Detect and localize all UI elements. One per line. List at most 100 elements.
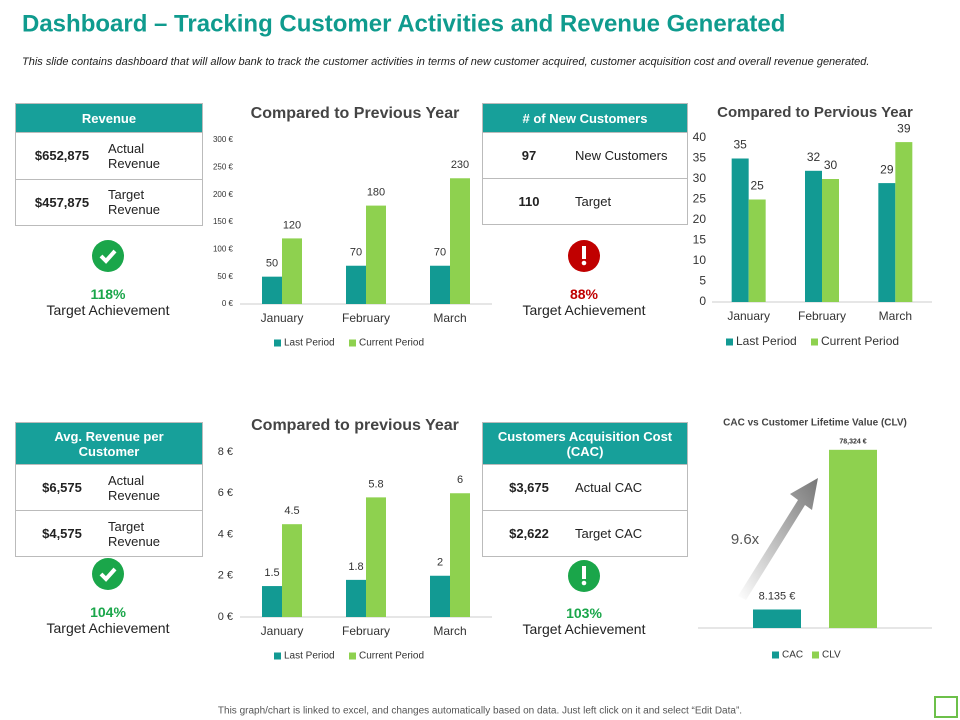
subtitle: This slide contains dashboard that will …: [22, 56, 870, 68]
y-tick-label: 150 €: [213, 217, 234, 226]
y-tick-label: 20: [693, 212, 707, 226]
data-label: 5.8: [368, 478, 383, 490]
data-label: 230: [451, 159, 469, 171]
data-label: 25: [750, 179, 764, 193]
kpi-value: 88%: [569, 286, 599, 302]
exclaim-bar: [582, 246, 586, 259]
data-label: 4.5: [284, 505, 299, 517]
legend-swatch: [274, 652, 281, 660]
legend-swatch: [349, 339, 356, 347]
y-tick-label: 0 €: [222, 299, 234, 308]
data-label: 32: [807, 150, 821, 164]
cell-label: Target CAC: [575, 526, 643, 541]
bar: [366, 205, 386, 304]
x-tick-label: February: [342, 624, 390, 638]
cell-label: Actual Revenue: [108, 472, 161, 503]
legend-label: CAC: [782, 650, 803, 661]
kpi-label: Target Achievement: [46, 620, 170, 636]
kpi-value: 103%: [566, 605, 602, 621]
data-label: 70: [350, 247, 362, 259]
y-tick-label: 30: [693, 171, 707, 185]
y-tick-label: 8 €: [218, 446, 233, 458]
bar: [430, 575, 450, 617]
y-tick-label: 50 €: [217, 272, 233, 281]
bar: [748, 199, 766, 302]
kpi-label: Target Achievement: [522, 621, 646, 637]
legend-swatch: [274, 339, 281, 347]
data-label: 1.5: [264, 567, 279, 579]
bar: [731, 158, 749, 302]
bar: [366, 497, 386, 617]
data-label: 78,324 €: [839, 439, 866, 446]
y-tick-label: 300 €: [213, 135, 234, 144]
legend-label: Last Period: [736, 334, 797, 348]
table: Customers Acquisition Cost (CAC) $3,675 Ac…: [482, 422, 688, 557]
bar: [346, 579, 366, 617]
kpi-label: Target Achievement: [522, 302, 646, 318]
legend-label: CLV: [822, 650, 841, 661]
y-tick-label: 35: [693, 151, 707, 165]
cell-label: Target Revenue: [108, 187, 161, 218]
annotation: 9.6x: [731, 531, 760, 548]
y-tick-label: 5: [699, 274, 706, 288]
legend-swatch: [812, 651, 819, 659]
bar: [262, 586, 282, 617]
y-tick-label: 15: [693, 233, 707, 247]
y-tick-label: 25: [693, 192, 707, 206]
kpi: 103% Target Achievement: [489, 605, 679, 637]
cell-value: $2,622: [509, 526, 549, 541]
page-title: Dashboard – Tracking Customer Activities…: [22, 10, 785, 37]
bar: [805, 170, 822, 302]
y-tick-label: 40: [693, 130, 707, 144]
data-label: 35: [733, 138, 747, 152]
x-tick-label: March: [433, 311, 466, 325]
table: # of New Customers 97 New Customers 110 Targ…: [482, 103, 688, 225]
home-icon[interactable]: [934, 696, 958, 718]
table-row: 110 Target: [483, 178, 687, 224]
chart-title: Compared to Pervious Year: [717, 104, 913, 121]
y-tick-label: 2 €: [218, 570, 233, 582]
legend-swatch: [772, 651, 779, 659]
arrow: [738, 478, 818, 600]
cell-label: New Customers: [575, 148, 668, 163]
kpi-value: 104%: [90, 604, 126, 620]
kpi-value: 118%: [90, 286, 126, 302]
data-label: 120: [283, 219, 301, 231]
table-header: # of New Customers: [483, 104, 687, 132]
data-label: 39: [897, 121, 911, 135]
table-header: Revenue: [16, 104, 202, 132]
bar: [878, 183, 896, 302]
legend-swatch: [726, 338, 733, 346]
chart-title: CAC vs Customer Lifetime Value (CLV): [723, 418, 907, 429]
kpi-label: Target Achievement: [46, 302, 170, 318]
table-header: Avg. Revenue per Customer: [16, 423, 202, 464]
bar: [753, 609, 801, 628]
legend-label: Current Period: [821, 334, 899, 348]
x-tick-label: January: [727, 309, 770, 323]
y-tick-label: 250 €: [213, 162, 234, 171]
x-tick-label: February: [342, 311, 390, 325]
x-tick-label: January: [261, 311, 304, 325]
data-label: 6: [457, 474, 463, 486]
legend-label: Last Period: [284, 338, 335, 349]
chart-title: Compared to previous Year: [251, 417, 459, 434]
bar: [282, 524, 302, 617]
cell-label: Target Revenue: [108, 518, 161, 549]
cell-value: $652,875: [34, 148, 90, 164]
data-label: 30: [824, 158, 838, 172]
footer: This graph/chart is linked to excel, and…: [218, 706, 742, 717]
table: Avg. Revenue per Customer $6,575 Actual Re…: [15, 422, 203, 557]
cell-value: $6,575: [42, 480, 82, 495]
cell-label: Actual CAC: [575, 480, 643, 495]
data-label: 70: [434, 247, 446, 259]
bar: [822, 179, 839, 302]
kpi: 104% Target Achievement: [13, 604, 203, 636]
y-tick-label: 4 €: [218, 528, 233, 540]
cell-label: Actual Revenue: [108, 140, 161, 171]
table-header: Customers Acquisition Cost (CAC): [483, 423, 687, 464]
bar: [450, 493, 470, 617]
legend-label: Last Period: [284, 651, 335, 662]
y-tick-label: 200 €: [213, 190, 234, 199]
